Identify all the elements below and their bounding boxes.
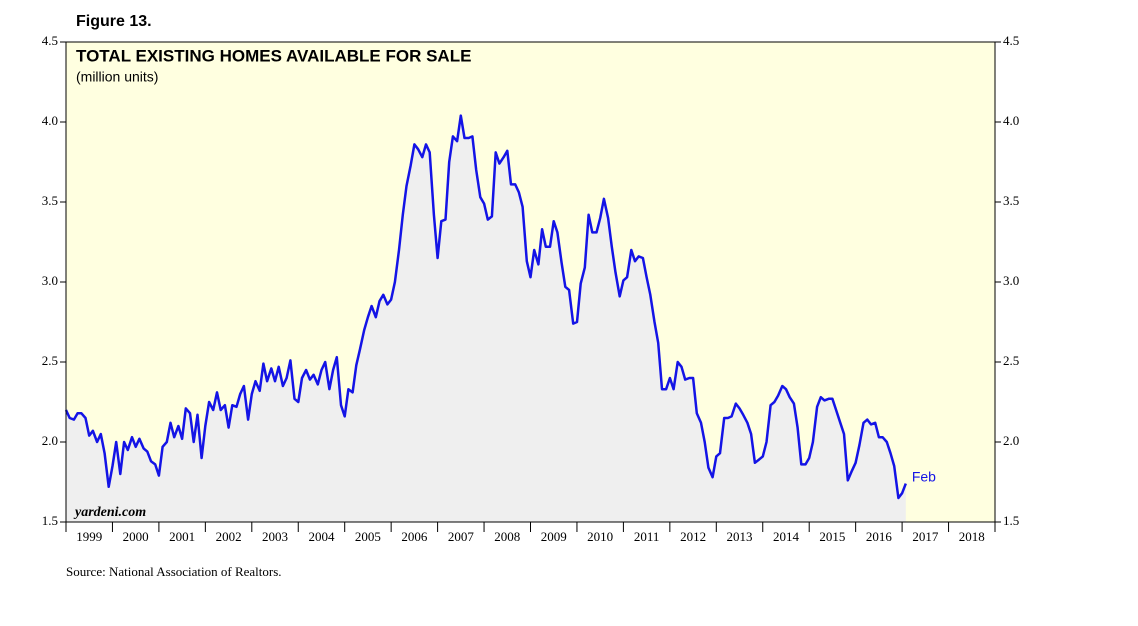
x-tick-label: 2008 bbox=[494, 529, 520, 544]
y-tick-label: 4.0 bbox=[42, 113, 58, 128]
x-tick-label: 2017 bbox=[912, 529, 939, 544]
x-tick-label: 2006 bbox=[401, 529, 428, 544]
source-note: Source: National Association of Realtors… bbox=[66, 564, 282, 579]
x-tick-label: 2012 bbox=[680, 529, 706, 544]
y-tick-label: 3.0 bbox=[42, 273, 58, 288]
figure-label: Figure 13. bbox=[76, 13, 152, 30]
watermark: yardeni.com bbox=[73, 505, 146, 520]
x-tick-label: 2013 bbox=[727, 529, 753, 544]
x-tick-label: 2016 bbox=[866, 529, 893, 544]
x-tick-label: 2000 bbox=[123, 529, 149, 544]
y2-tick-label: 4.5 bbox=[1003, 33, 1019, 48]
x-tick-label: 2014 bbox=[773, 529, 800, 544]
x-tick-label: 2018 bbox=[959, 529, 985, 544]
x-tick-label: 2005 bbox=[355, 529, 381, 544]
x-tick-label: 2003 bbox=[262, 529, 288, 544]
x-tick-label: 2004 bbox=[308, 529, 335, 544]
y2-tick-label: 2.5 bbox=[1003, 353, 1019, 368]
x-tick-label: 2015 bbox=[819, 529, 845, 544]
x-tick-label: 2011 bbox=[634, 529, 660, 544]
x-tick-label: 2007 bbox=[448, 529, 475, 544]
annotation: Feb bbox=[912, 468, 936, 484]
y-tick-label: 2.5 bbox=[42, 353, 58, 368]
x-tick-label: 2001 bbox=[169, 529, 195, 544]
x-tick-label: 1999 bbox=[76, 529, 102, 544]
y-tick-label: 3.5 bbox=[42, 193, 58, 208]
x-tick-label: 2009 bbox=[541, 529, 567, 544]
y2-tick-label: 2.0 bbox=[1003, 433, 1019, 448]
y2-tick-label: 3.0 bbox=[1003, 273, 1019, 288]
y2-tick-label: 3.5 bbox=[1003, 193, 1019, 208]
y-tick-label: 1.5 bbox=[42, 513, 58, 528]
x-tick-label: 2010 bbox=[587, 529, 613, 544]
chart-subtitle: (million units) bbox=[76, 69, 158, 85]
y-tick-label: 4.5 bbox=[42, 33, 58, 48]
line bbox=[64, 114, 907, 500]
y-tick-label: 2.0 bbox=[42, 433, 58, 448]
area bbox=[66, 115, 906, 522]
y2-tick-label: 1.5 bbox=[1003, 513, 1019, 528]
y2-tick-label: 4.0 bbox=[1003, 113, 1019, 128]
chart-title: TOTAL EXISTING HOMES AVAILABLE FOR SALE bbox=[76, 46, 471, 65]
x-tick-label: 2002 bbox=[216, 529, 242, 544]
